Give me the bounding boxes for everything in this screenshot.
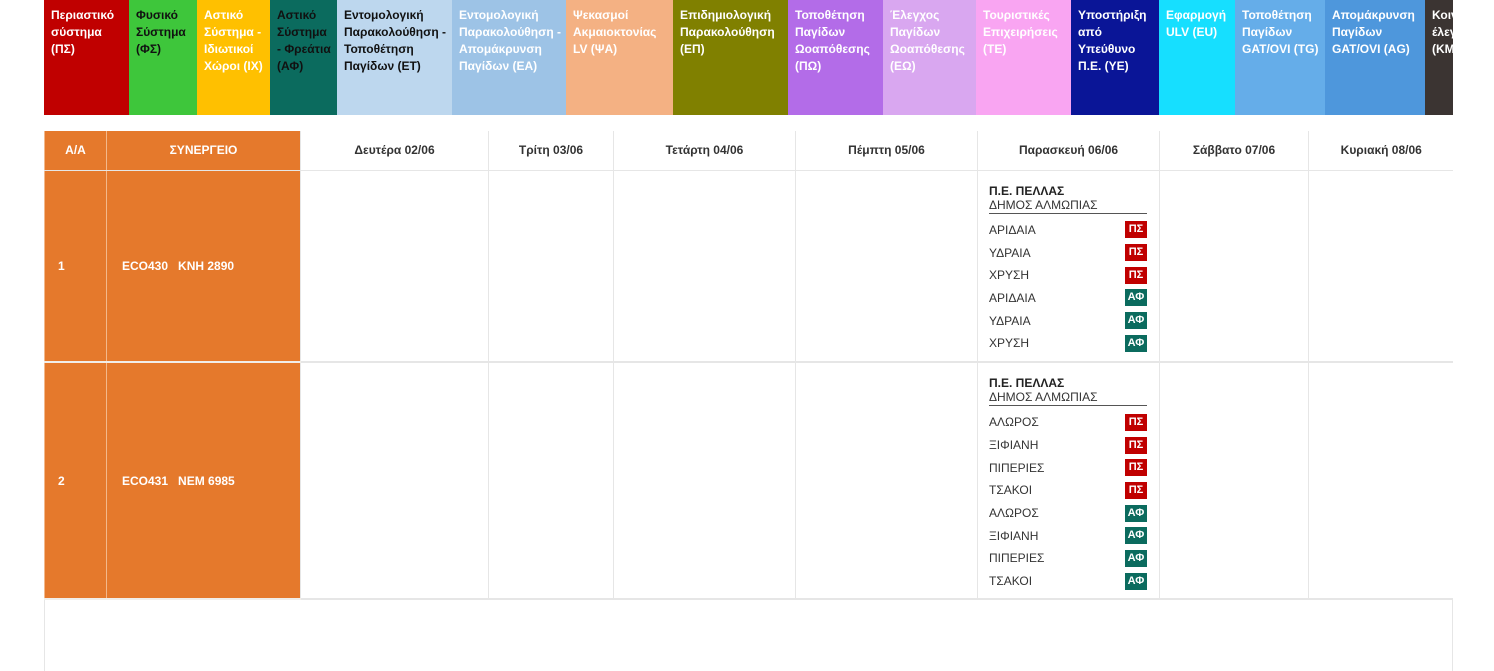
column-header-monday: Δευτέρα 02/06 xyxy=(300,131,489,171)
activity-badge: ΑΦ xyxy=(1125,549,1147,567)
assignment-entry[interactable]: ΧΡΥΣΗ ΠΣ xyxy=(989,264,1147,287)
legend-item-ag: Απομάκρυνση Παγίδων GAT/OVI (AG) xyxy=(1325,0,1425,115)
assignment-entry[interactable]: ΤΣΑΚΟΙ ΑΦ xyxy=(989,570,1147,593)
assignment-entry[interactable]: ΠΙΠΕΡΙΕΣ ΠΣ xyxy=(989,456,1147,479)
legend-item-ep: Επιδημιολογική Παρακολούθηση (ΕΠ) xyxy=(673,0,788,115)
team-name: ECO431 ΝΕΜ 6985 xyxy=(106,362,301,600)
day-cell-thursday[interactable] xyxy=(795,362,978,600)
column-header-team: ΣΥΝΕΡΓΕΙΟ xyxy=(106,131,301,171)
day-cell-wednesday[interactable] xyxy=(613,170,796,363)
place-name: ΑΛΩΡΟΣ xyxy=(989,506,1039,521)
day-cell-sunday[interactable] xyxy=(1308,362,1453,600)
column-header-thursday: Πέμπτη 05/06 xyxy=(795,131,978,171)
place-name: ΧΡΥΣΗ xyxy=(989,268,1030,283)
legend-item-te: Τουριστικές Επιχειρήσεις (ΤΕ) xyxy=(976,0,1071,115)
day-cell-friday[interactable]: Π.Ε. ΠΕΛΛΑΣ ΔΗΜΟΣ ΑΛΜΩΠΙΑΣ ΑΛΩΡΟΣ ΠΣ ΞΙΦΙ… xyxy=(977,362,1160,600)
place-name: ΞΙΦΙΑΝΗ xyxy=(989,528,1039,543)
place-name: ΤΣΑΚΟΙ xyxy=(989,574,1033,589)
column-header-aa: Α/Α xyxy=(44,131,107,171)
row-number: 1 xyxy=(44,170,107,363)
activity-badge: ΑΦ xyxy=(1125,334,1147,352)
activity-badge: ΑΦ xyxy=(1125,289,1147,307)
place-name: ΤΣΑΚΟΙ xyxy=(989,483,1033,498)
assignment-entry[interactable]: ΠΙΠΕΡΙΕΣ ΑΦ xyxy=(989,547,1147,570)
activity-badge: ΠΣ xyxy=(1125,244,1147,262)
day-cell-saturday[interactable] xyxy=(1159,362,1309,600)
region-label: Π.Ε. ΠΕΛΛΑΣ xyxy=(989,376,1065,390)
assignment-entry[interactable]: ΥΔΡΑΙΑ ΠΣ xyxy=(989,241,1147,264)
activity-badge: ΑΦ xyxy=(1125,572,1147,590)
assignment-entry[interactable]: ΞΙΦΙΑΝΗ ΠΣ xyxy=(989,434,1147,457)
table-row: 2 ECO431 ΝΕΜ 6985 Π.Ε. ΠΕΛΛΑΣ ΔΗΜΟΣ ΑΛΜΩ… xyxy=(44,362,1453,600)
column-header-sunday: Κυριακή 08/06 xyxy=(1308,131,1453,171)
legend-item-tg: Τοποθέτηση Παγίδων GAT/OVI (TG) xyxy=(1235,0,1325,115)
legend-item-fs: Φυσικό Σύστημα (ΦΣ) xyxy=(129,0,197,115)
legend-item-eu: Εφαρμογή ULV (EU) xyxy=(1159,0,1235,115)
activity-legend: Περιαστικό σύστημα (ΠΣ) Φυσικό Σύστημα (… xyxy=(44,0,1453,115)
assignment-entry[interactable]: ΧΡΥΣΗ ΑΦ xyxy=(989,332,1147,355)
column-header-friday: Παρασκευή 06/06 xyxy=(977,131,1160,171)
activity-badge: ΑΦ xyxy=(1125,312,1147,330)
activity-badge: ΠΣ xyxy=(1125,459,1147,477)
column-header-tuesday: Τρίτη 03/06 xyxy=(488,131,614,171)
day-cell-friday[interactable]: Π.Ε. ΠΕΛΛΑΣ ΔΗΜΟΣ ΑΛΜΩΠΙΑΣ ΑΡΙΔΑΙΑ ΠΣ ΥΔΡ… xyxy=(977,170,1160,363)
table-row: 1 ECO430 ΚΝΗ 2890 Π.Ε. ΠΕΛΛΑΣ ΔΗΜΟΣ ΑΛΜΩ… xyxy=(44,170,1453,363)
legend-item-ye: Υποστήριξη από Υπεύθυνο Π.Ε. (ΥΕ) xyxy=(1071,0,1159,115)
activity-badge: ΠΣ xyxy=(1125,221,1147,239)
assignment-entry[interactable]: ΑΡΙΔΑΙΑ ΑΦ xyxy=(989,287,1147,310)
legend-item-eo: Έλεγχος Παγίδων Ωοαπόθεσης (ΕΩ) xyxy=(883,0,976,115)
legend-item-po: Τοποθέτηση Παγίδων Ωοαπόθεσης (ΠΩ) xyxy=(788,0,883,115)
day-cell-tuesday[interactable] xyxy=(488,170,614,363)
legend-item-km: Κοινοτικός έλεγχος (ΚΜ) xyxy=(1425,0,1453,115)
legend-item-ix: Αστικό Σύστημα - Ιδιωτικοί Χώροι (ΙΧ) xyxy=(197,0,270,115)
day-cell-wednesday[interactable] xyxy=(613,362,796,600)
activity-badge: ΑΦ xyxy=(1125,504,1147,522)
place-name: ΞΙΦΙΑΝΗ xyxy=(989,438,1039,453)
assignment-entry[interactable]: ΥΔΡΑΙΑ ΑΦ xyxy=(989,309,1147,332)
activity-badge: ΑΦ xyxy=(1125,527,1147,545)
assignment-entry[interactable]: ΑΛΩΡΟΣ ΑΦ xyxy=(989,502,1147,525)
place-name: ΑΛΩΡΟΣ xyxy=(989,415,1039,430)
assignment-entry[interactable]: ΞΙΦΙΑΝΗ ΑΦ xyxy=(989,524,1147,547)
table-empty-area xyxy=(44,600,1453,671)
activity-badge: ΠΣ xyxy=(1125,266,1147,284)
place-name: ΧΡΥΣΗ xyxy=(989,336,1030,351)
place-name: ΠΙΠΕΡΙΕΣ xyxy=(989,460,1045,475)
legend-item-psa: Ψεκασμοί Ακμαιοκτονίας LV (ΨΑ) xyxy=(566,0,673,115)
day-cell-sunday[interactable] xyxy=(1308,170,1453,363)
municipality-label: ΔΗΜΟΣ ΑΛΜΩΠΙΑΣ xyxy=(989,390,1147,406)
place-name: ΥΔΡΑΙΑ xyxy=(989,313,1031,328)
day-cell-tuesday[interactable] xyxy=(488,362,614,600)
activity-badge: ΠΣ xyxy=(1125,481,1147,499)
day-cell-thursday[interactable] xyxy=(795,170,978,363)
column-header-saturday: Σάββατο 07/06 xyxy=(1159,131,1309,171)
day-cell-monday[interactable] xyxy=(300,170,489,363)
place-name: ΥΔΡΑΙΑ xyxy=(989,245,1031,260)
legend-item-af: Αστικό Σύστημα - Φρεάτια (ΑΦ) xyxy=(270,0,337,115)
schedule-table: Α/Α ΣΥΝΕΡΓΕΙΟ Δευτέρα 02/06 Τρίτη 03/06 … xyxy=(44,131,1453,600)
region-label: Π.Ε. ΠΕΛΛΑΣ xyxy=(989,183,1065,198)
place-name: ΠΙΠΕΡΙΕΣ xyxy=(989,551,1045,566)
assignment-entry[interactable]: ΑΛΩΡΟΣ ΠΣ xyxy=(989,411,1147,434)
row-number: 2 xyxy=(44,362,107,600)
column-header-wednesday: Τετάρτη 04/06 xyxy=(613,131,796,171)
assignment-entry[interactable]: ΑΡΙΔΑΙΑ ΠΣ xyxy=(989,219,1147,242)
municipality-label: ΔΗΜΟΣ ΑΛΜΩΠΙΑΣ xyxy=(989,198,1147,214)
legend-item-ps: Περιαστικό σύστημα (ΠΣ) xyxy=(44,0,129,115)
day-cell-monday[interactable] xyxy=(300,362,489,600)
place-name: ΑΡΙΔΑΙΑ xyxy=(989,290,1036,305)
table-header-row: Α/Α ΣΥΝΕΡΓΕΙΟ Δευτέρα 02/06 Τρίτη 03/06 … xyxy=(44,131,1453,171)
legend-item-et: Εντομολογική Παρακολούθηση - Τοποθέτηση … xyxy=(337,0,452,115)
activity-badge: ΠΣ xyxy=(1125,413,1147,431)
place-name: ΑΡΙΔΑΙΑ xyxy=(989,222,1036,237)
schedule-table-container[interactable]: Α/Α ΣΥΝΕΡΓΕΙΟ Δευτέρα 02/06 Τρίτη 03/06 … xyxy=(44,131,1453,671)
legend-item-ea: Εντομολογική Παρακολούθηση - Απομάκρυνση… xyxy=(452,0,566,115)
assignment-entry[interactable]: ΤΣΑΚΟΙ ΠΣ xyxy=(989,479,1147,502)
day-cell-saturday[interactable] xyxy=(1159,170,1309,363)
team-name: ECO430 ΚΝΗ 2890 xyxy=(106,170,301,363)
activity-badge: ΠΣ xyxy=(1125,436,1147,454)
